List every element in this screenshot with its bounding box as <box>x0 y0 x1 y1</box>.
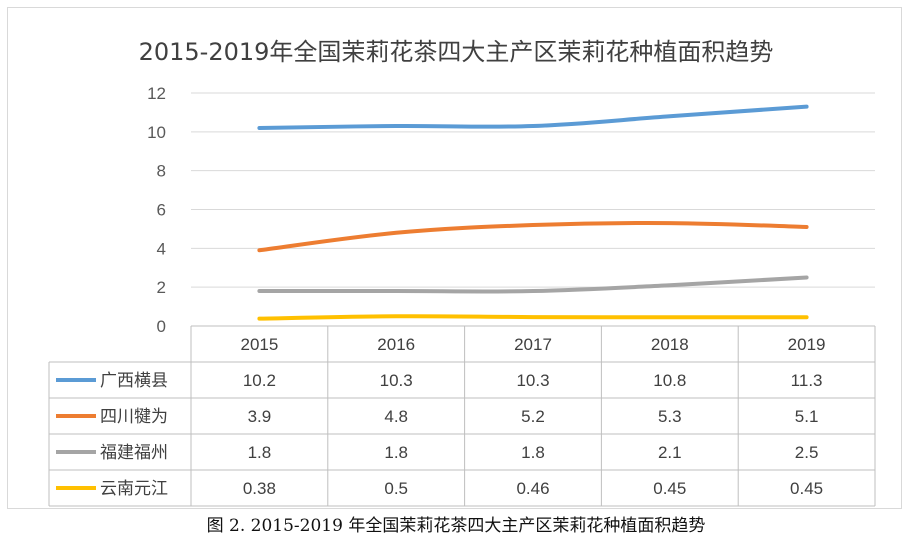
chart-area: 2015-2019年全国茉莉花茶四大主产区茉莉花种植面积趋势 0 2 4 6 8 10 12… <box>7 7 902 509</box>
chart-title: 2015-2019年全国茉莉花茶四大主产区茉莉花种植面积趋势 <box>139 38 774 66</box>
x-tick-label: 2019 <box>788 335 826 354</box>
data-label: 10.8 <box>653 371 686 390</box>
data-table: 2015 2016 2017 2018 2019 广西横县 10.2 10.3 10.3 10.8… <box>48 325 876 507</box>
series-line-2 <box>257 220 809 253</box>
figure-caption: 图 2. 2015-2019 年全国茉莉花茶四大主产区茉莉花种植面积趋势 <box>206 516 706 536</box>
legend-label-2: 四川犍为 <box>100 407 168 427</box>
x-tick-label: 2016 <box>377 335 415 354</box>
data-label: 5.2 <box>521 407 545 426</box>
y-tick-label: 2 <box>157 278 166 297</box>
y-tick-label: 4 <box>157 239 166 258</box>
data-label: 1.8 <box>521 443 545 462</box>
series-line-3 <box>257 275 809 294</box>
chart-svg: 2015-2019年全国茉莉花茶四大主产区茉莉花种植面积趋势 0 2 4 6 8 10 12… <box>48 38 876 507</box>
series-lines <box>257 104 809 321</box>
data-label: 2.1 <box>658 443 682 462</box>
x-tick-label: 2018 <box>651 335 689 354</box>
x-tick-label: 2015 <box>240 335 278 354</box>
data-label: 10.3 <box>380 371 413 390</box>
series-line-1 <box>257 104 809 130</box>
y-tick-label: 0 <box>157 317 166 336</box>
data-label: 0.5 <box>384 479 408 498</box>
data-label: 5.3 <box>658 407 682 426</box>
data-label: 0.45 <box>653 479 686 498</box>
y-tick-label: 6 <box>157 201 166 220</box>
y-tick-label: 12 <box>147 84 166 103</box>
legend-label-1: 广西横县 <box>100 371 168 391</box>
legend-label-4: 云南元江 <box>100 479 168 499</box>
data-label: 10.2 <box>243 371 276 390</box>
data-label: 0.38 <box>243 479 276 498</box>
x-tick-label: 2017 <box>514 335 552 354</box>
series-line-4 <box>257 314 809 321</box>
data-label: 10.3 <box>516 371 549 390</box>
data-label: 0.46 <box>516 479 549 498</box>
data-label: 4.8 <box>384 407 408 426</box>
data-label: 11.3 <box>791 371 823 390</box>
data-label: 0.45 <box>790 479 823 498</box>
legend-label-3: 福建福州 <box>100 443 168 463</box>
y-tick-label: 10 <box>147 123 166 142</box>
data-label: 5.1 <box>795 407 819 426</box>
y-tick-label: 8 <box>157 162 166 181</box>
data-label: 3.9 <box>248 407 272 426</box>
y-axis: 0 2 4 6 8 10 12 <box>147 84 166 336</box>
gridlines <box>191 92 875 327</box>
data-label: 1.8 <box>248 443 272 462</box>
data-label: 2.5 <box>795 443 819 462</box>
data-label: 1.8 <box>384 443 408 462</box>
